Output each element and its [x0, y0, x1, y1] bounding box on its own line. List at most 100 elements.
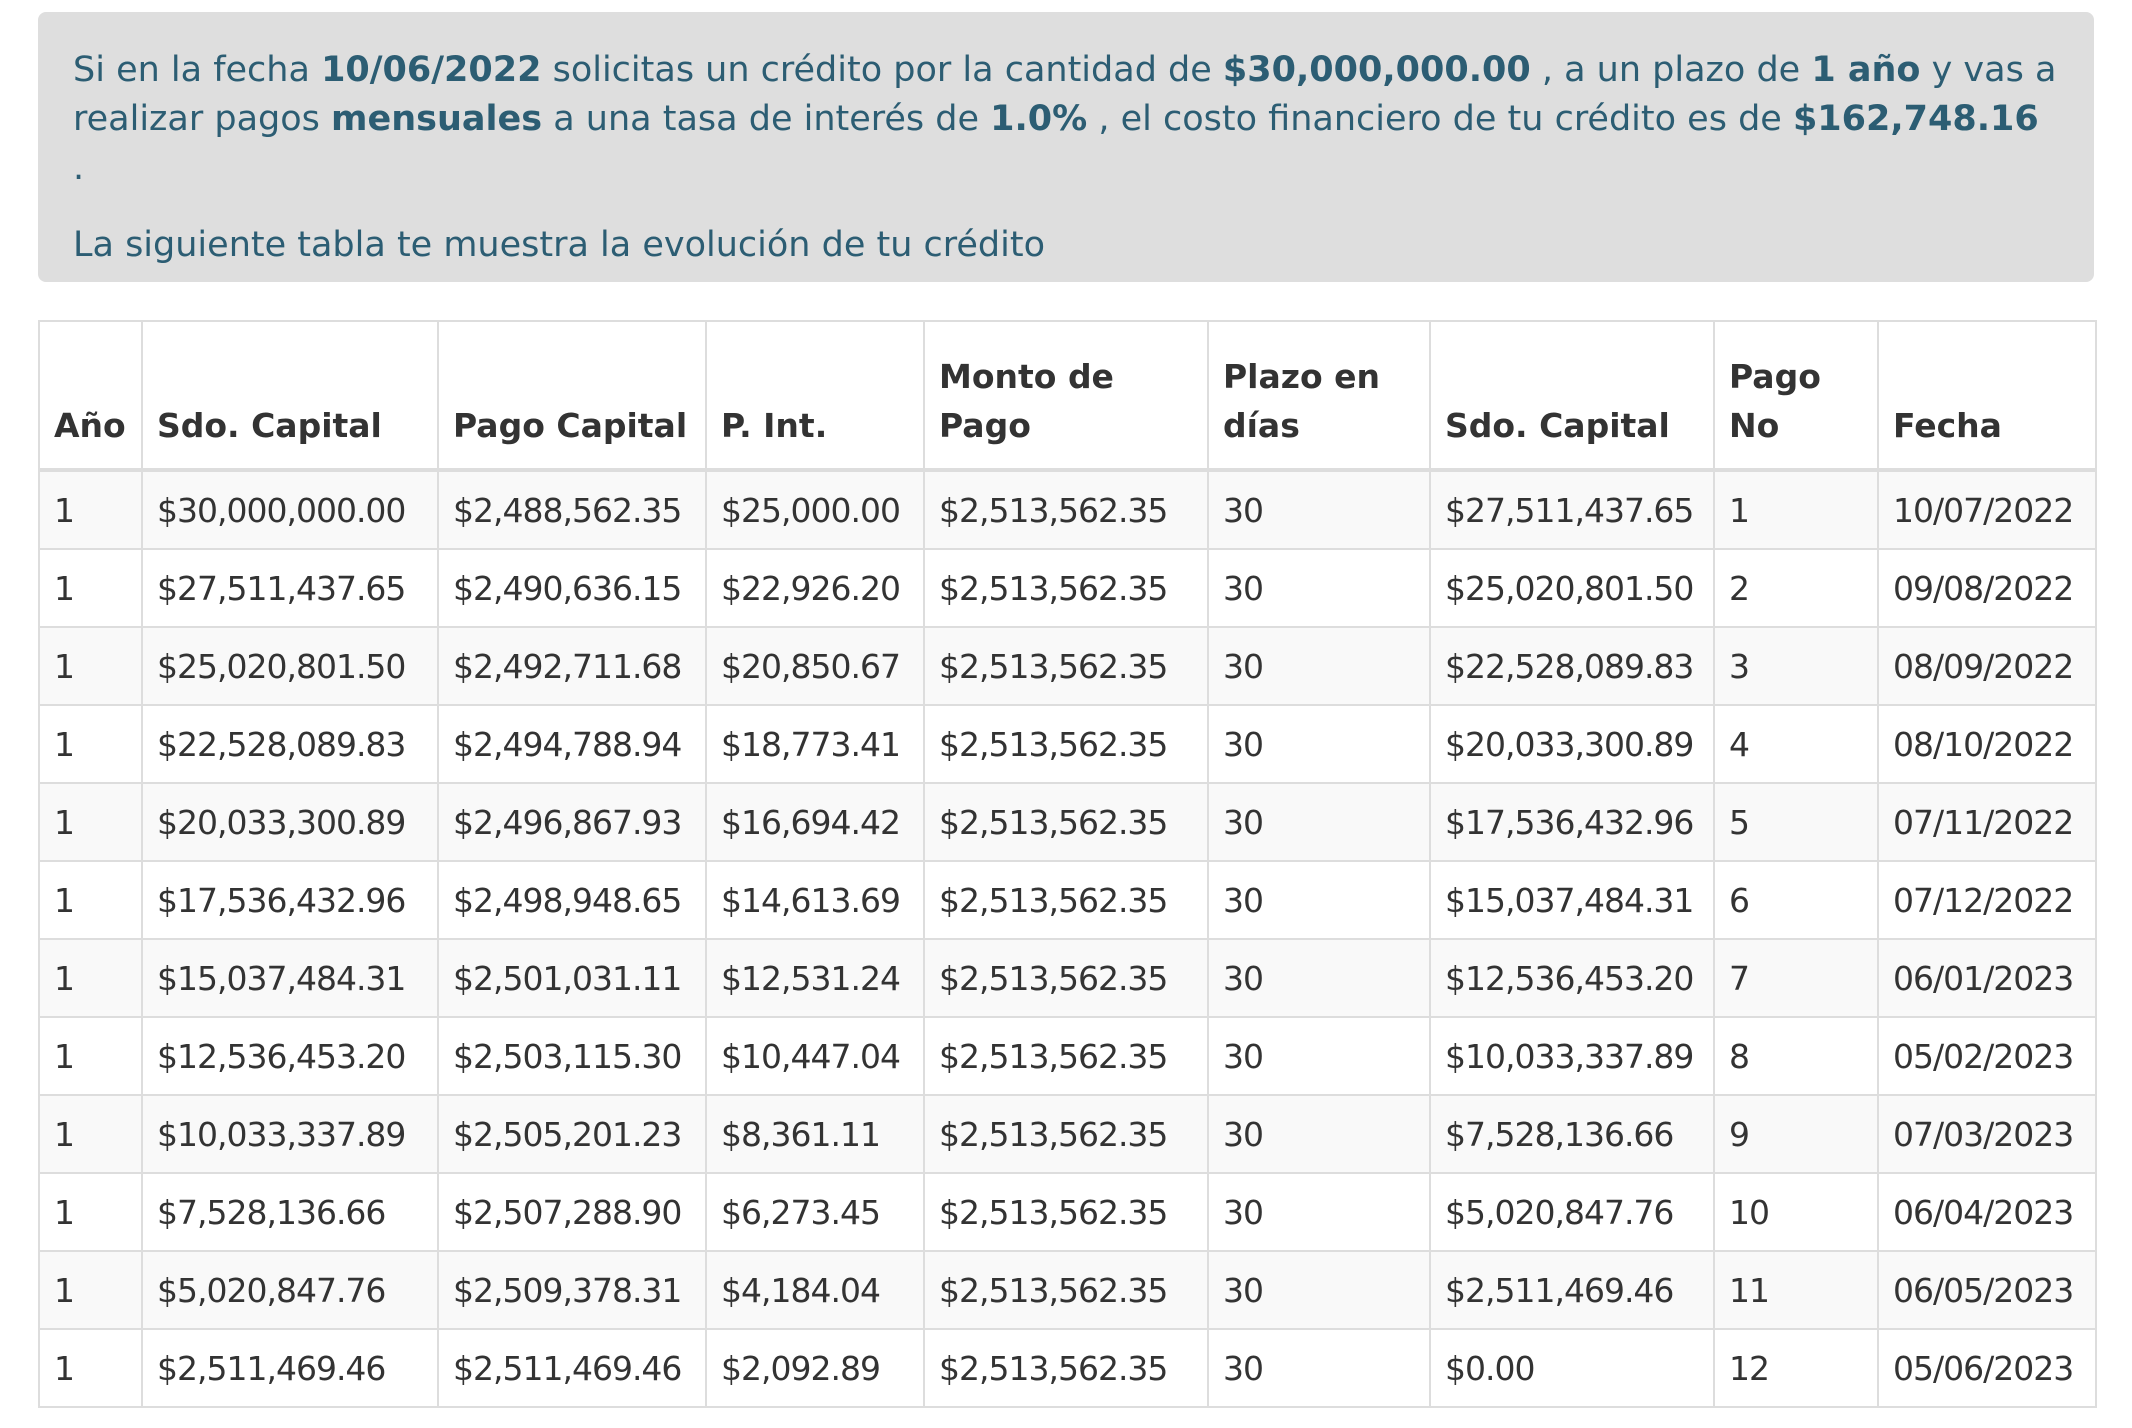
cell-pago-capital: $2,488,562.35 [437, 469, 707, 550]
cell-fecha: 05/02/2023 [1877, 1016, 2097, 1096]
cell-plazo-en-dias: 30 [1207, 704, 1431, 784]
cell-pago-no: 2 [1713, 548, 1879, 628]
cell-sdo-capital-final: $20,033,300.89 [1429, 704, 1715, 784]
cell-plazo-en-dias: 30 [1207, 1016, 1431, 1096]
table-row: 1 $2,511,469.46 $2,511,469.46 $2,092.89 … [38, 1328, 2097, 1408]
cell-ano: 1 [38, 626, 143, 706]
table-row: 1 $15,037,484.31 $2,501,031.11 $12,531.2… [38, 938, 2097, 1018]
cell-pago-capital: $2,511,469.46 [437, 1328, 707, 1408]
cell-sdo-capital: $22,528,089.83 [141, 704, 439, 784]
cell-plazo-en-dias: 30 [1207, 860, 1431, 940]
cell-ano: 1 [38, 548, 143, 628]
cell-sdo-capital: $27,511,437.65 [141, 548, 439, 628]
cell-pago-no: 12 [1713, 1328, 1879, 1408]
cell-pago-interes: $14,613.69 [705, 860, 925, 940]
summary-rate: 1.0% [990, 99, 1088, 139]
cell-fecha: 07/11/2022 [1877, 782, 2097, 862]
cell-fecha: 09/08/2022 [1877, 548, 2097, 628]
summary-text-1: Si en la fecha [73, 50, 322, 90]
amortization-table: Año Sdo. Capital Pago Capital P. Int. Mo… [38, 320, 2097, 1408]
cell-ano: 1 [38, 782, 143, 862]
table-header-row: Año Sdo. Capital Pago Capital P. Int. Mo… [38, 320, 2097, 472]
cell-plazo-en-dias: 30 [1207, 626, 1431, 706]
cell-pago-capital: $2,503,115.30 [437, 1016, 707, 1096]
cell-monto-de-pago: $2,513,562.35 [923, 938, 1209, 1018]
cell-monto-de-pago: $2,513,562.35 [923, 1328, 1209, 1408]
cell-sdo-capital: $2,511,469.46 [141, 1328, 439, 1408]
summary-cost: $162,748.16 [1792, 99, 2039, 139]
cell-fecha: 06/05/2023 [1877, 1250, 2097, 1330]
header-plazo-en-dias: Plazo en días [1207, 320, 1431, 472]
credit-summary-text: Si en la fecha 10/06/2022 solicitas un c… [73, 46, 2059, 193]
cell-monto-de-pago: $2,513,562.35 [923, 1094, 1209, 1174]
cell-pago-interes: $25,000.00 [705, 469, 925, 550]
cell-fecha: 07/12/2022 [1877, 860, 2097, 940]
cell-ano: 1 [38, 938, 143, 1018]
cell-pago-interes: $12,531.24 [705, 938, 925, 1018]
cell-ano: 1 [38, 860, 143, 940]
cell-fecha: 10/07/2022 [1877, 469, 2097, 550]
cell-plazo-en-dias: 30 [1207, 1094, 1431, 1174]
cell-pago-no: 4 [1713, 704, 1879, 784]
summary-date: 10/06/2022 [321, 50, 542, 90]
cell-monto-de-pago: $2,513,562.35 [923, 1172, 1209, 1252]
cell-sdo-capital: $25,020,801.50 [141, 626, 439, 706]
cell-pago-capital: $2,496,867.93 [437, 782, 707, 862]
summary-text-3: , a un plazo de [1530, 50, 1812, 90]
cell-pago-capital: $2,509,378.31 [437, 1250, 707, 1330]
cell-pago-capital: $2,498,948.65 [437, 860, 707, 940]
table-intro-text: La siguiente tabla te muestra la evoluci… [73, 225, 1045, 265]
header-pago-capital: Pago Capital [437, 320, 707, 472]
cell-plazo-en-dias: 30 [1207, 938, 1431, 1018]
cell-pago-interes: $8,361.11 [705, 1094, 925, 1174]
cell-sdo-capital: $12,536,453.20 [141, 1016, 439, 1096]
table-row: 1 $12,536,453.20 $2,503,115.30 $10,447.0… [38, 1016, 2097, 1096]
header-pago-no: Pago No [1713, 320, 1879, 472]
cell-plazo-en-dias: 30 [1207, 782, 1431, 862]
cell-sdo-capital: $10,033,337.89 [141, 1094, 439, 1174]
header-ano: Año [38, 320, 143, 472]
summary-text-6: , el costo financiero de tu crédito es d… [1087, 99, 1793, 139]
cell-fecha: 08/10/2022 [1877, 704, 2097, 784]
cell-sdo-capital: $17,536,432.96 [141, 860, 439, 940]
table-row: 1 $20,033,300.89 $2,496,867.93 $16,694.4… [38, 782, 2097, 862]
cell-ano: 1 [38, 1016, 143, 1096]
cell-fecha: 06/04/2023 [1877, 1172, 2097, 1252]
cell-pago-capital: $2,507,288.90 [437, 1172, 707, 1252]
cell-ano: 1 [38, 1094, 143, 1174]
cell-monto-de-pago: $2,513,562.35 [923, 469, 1209, 550]
cell-sdo-capital-final: $27,511,437.65 [1429, 469, 1715, 550]
cell-sdo-capital-final: $0.00 [1429, 1328, 1715, 1408]
cell-pago-no: 5 [1713, 782, 1879, 862]
cell-plazo-en-dias: 30 [1207, 548, 1431, 628]
cell-pago-interes: $2,092.89 [705, 1328, 925, 1408]
cell-sdo-capital-final: $12,536,453.20 [1429, 938, 1715, 1018]
cell-pago-no: 9 [1713, 1094, 1879, 1174]
cell-sdo-capital: $7,528,136.66 [141, 1172, 439, 1252]
cell-pago-no: 11 [1713, 1250, 1879, 1330]
cell-pago-interes: $6,273.45 [705, 1172, 925, 1252]
cell-pago-no: 1 [1713, 469, 1879, 550]
cell-pago-no: 10 [1713, 1172, 1879, 1252]
cell-pago-capital: $2,501,031.11 [437, 938, 707, 1018]
table-row: 1 $30,000,000.00 $2,488,562.35 $25,000.0… [38, 469, 2097, 550]
cell-fecha: 05/06/2023 [1877, 1328, 2097, 1408]
cell-pago-interes: $18,773.41 [705, 704, 925, 784]
cell-pago-interes: $20,850.67 [705, 626, 925, 706]
cell-monto-de-pago: $2,513,562.35 [923, 1250, 1209, 1330]
cell-fecha: 06/01/2023 [1877, 938, 2097, 1018]
cell-ano: 1 [38, 1328, 143, 1408]
summary-text-7: . [73, 148, 85, 188]
cell-monto-de-pago: $2,513,562.35 [923, 860, 1209, 940]
cell-sdo-capital: $20,033,300.89 [141, 782, 439, 862]
cell-plazo-en-dias: 30 [1207, 1328, 1431, 1408]
cell-pago-interes: $4,184.04 [705, 1250, 925, 1330]
header-fecha: Fecha [1877, 320, 2097, 472]
cell-monto-de-pago: $2,513,562.35 [923, 626, 1209, 706]
cell-sdo-capital-final: $25,020,801.50 [1429, 548, 1715, 628]
cell-sdo-capital: $5,020,847.76 [141, 1250, 439, 1330]
cell-plazo-en-dias: 30 [1207, 469, 1431, 550]
cell-fecha: 07/03/2023 [1877, 1094, 2097, 1174]
cell-monto-de-pago: $2,513,562.35 [923, 548, 1209, 628]
cell-sdo-capital: $30,000,000.00 [141, 469, 439, 550]
